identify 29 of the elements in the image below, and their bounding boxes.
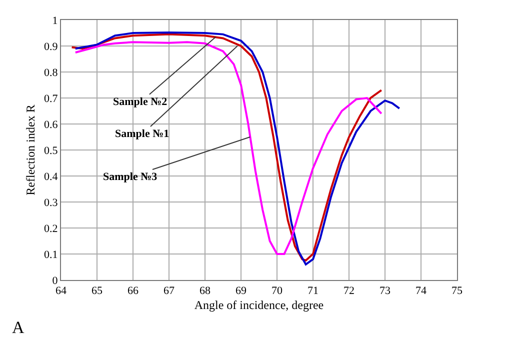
text: A bbox=[12, 318, 25, 337]
y-tick-label: 0.4 bbox=[44, 170, 58, 183]
y-tick-label: 0.7 bbox=[44, 92, 58, 105]
x-tick-label: 68 bbox=[200, 285, 211, 298]
y-tick-label: 0.2 bbox=[44, 222, 58, 235]
y-tick-label: 0 bbox=[52, 274, 58, 287]
x-tick-label: 74 bbox=[416, 285, 427, 298]
annotation: Sample №2 bbox=[113, 96, 168, 108]
x-tick-label: 64 bbox=[56, 285, 67, 298]
annotation: Sample №3 bbox=[103, 171, 158, 183]
annotation: Sample №1 bbox=[115, 128, 170, 140]
x-tick-label: 75 bbox=[452, 285, 463, 298]
y-tick-label: 0.1 bbox=[44, 248, 58, 261]
x-tick-label: 66 bbox=[128, 285, 139, 298]
x-tick-label: 71 bbox=[308, 285, 318, 298]
y-tick-label: 0.9 bbox=[44, 40, 58, 53]
y-tick-label: 0.3 bbox=[44, 196, 58, 209]
x-tick-label: 70 bbox=[272, 285, 283, 298]
y-tick-label: 0.5 bbox=[44, 144, 58, 157]
y-tick-label: 0.8 bbox=[44, 66, 58, 79]
x-tick-label: 73 bbox=[380, 285, 391, 298]
y-axis-title: Reflection index R bbox=[23, 104, 38, 196]
x-tick-label: 65 bbox=[92, 285, 103, 298]
x-tick-label: 69 bbox=[236, 285, 247, 298]
y-tick-label: 0.6 bbox=[44, 118, 58, 131]
x-axis-title: Angle of incidence, degree bbox=[194, 298, 324, 312]
x-tick-label: 67 bbox=[164, 285, 175, 298]
y-tick-label: 1 bbox=[52, 14, 58, 27]
x-tick-label: 72 bbox=[344, 285, 354, 298]
